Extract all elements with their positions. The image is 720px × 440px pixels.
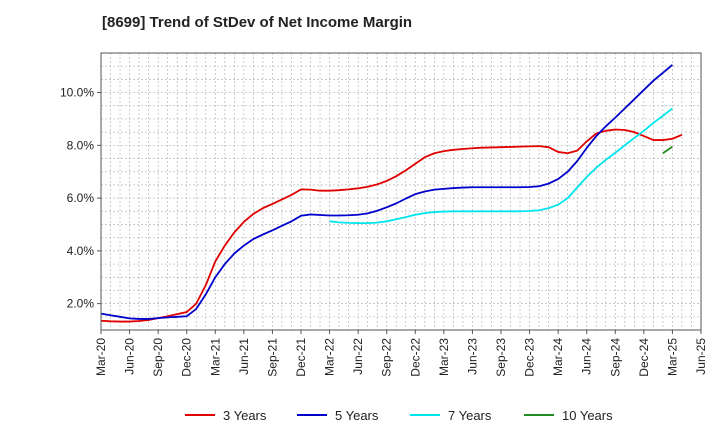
series-line-3-years (100, 128, 683, 323)
plot-frame (100, 52, 702, 331)
x-tick-label: Sep-24 (608, 338, 622, 377)
legend-label: 7 Years (448, 408, 492, 423)
y-tick-label: 6.0% (67, 191, 95, 205)
x-tick-label: Mar-22 (323, 338, 337, 376)
chart-title: [8699] Trend of StDev of Net Income Marg… (102, 14, 413, 31)
x-tick-label: Mar-21 (208, 338, 222, 376)
x-tick-label: Sep-21 (265, 338, 279, 377)
x-tick-label: Jun-24 (580, 338, 594, 375)
y-tick-label: 2.0% (67, 297, 95, 311)
plot-area (101, 53, 701, 330)
series-line-10-years (662, 145, 673, 154)
x-tick-label: Jun-22 (351, 338, 365, 375)
legend-label: 10 Years (562, 408, 613, 423)
y-tick-label: 4.0% (67, 244, 95, 258)
x-tick-label: Dec-20 (180, 338, 194, 377)
x-tick-label: Mar-25 (665, 338, 679, 376)
x-tick-label: Dec-24 (637, 338, 651, 377)
series-line-7-years (329, 107, 673, 225)
x-tick-label: Dec-22 (408, 338, 422, 377)
x-tick-label: Mar-24 (551, 338, 565, 376)
x-tick-label: Jun-21 (237, 338, 251, 375)
x-tick-label: Dec-21 (294, 338, 308, 377)
y-tick-label: 8.0% (67, 138, 95, 152)
x-tick-label: Dec-23 (523, 338, 537, 377)
x-tick-label: Mar-23 (437, 338, 451, 376)
x-tick-label: Jun-25 (694, 338, 708, 375)
series-line-5-years (100, 64, 674, 320)
legend-label: 5 Years (335, 408, 379, 423)
x-tick-label: Sep-20 (151, 338, 165, 377)
x-tick-label: Mar-20 (94, 338, 108, 376)
x-tick-label: Jun-20 (123, 338, 137, 375)
y-tick-label: 10.0% (60, 86, 94, 100)
x-tick-label: Sep-23 (494, 338, 508, 377)
x-tick-label: Sep-22 (380, 338, 394, 377)
legend-label: 3 Years (223, 408, 267, 423)
x-tick-label: Jun-23 (465, 338, 479, 375)
